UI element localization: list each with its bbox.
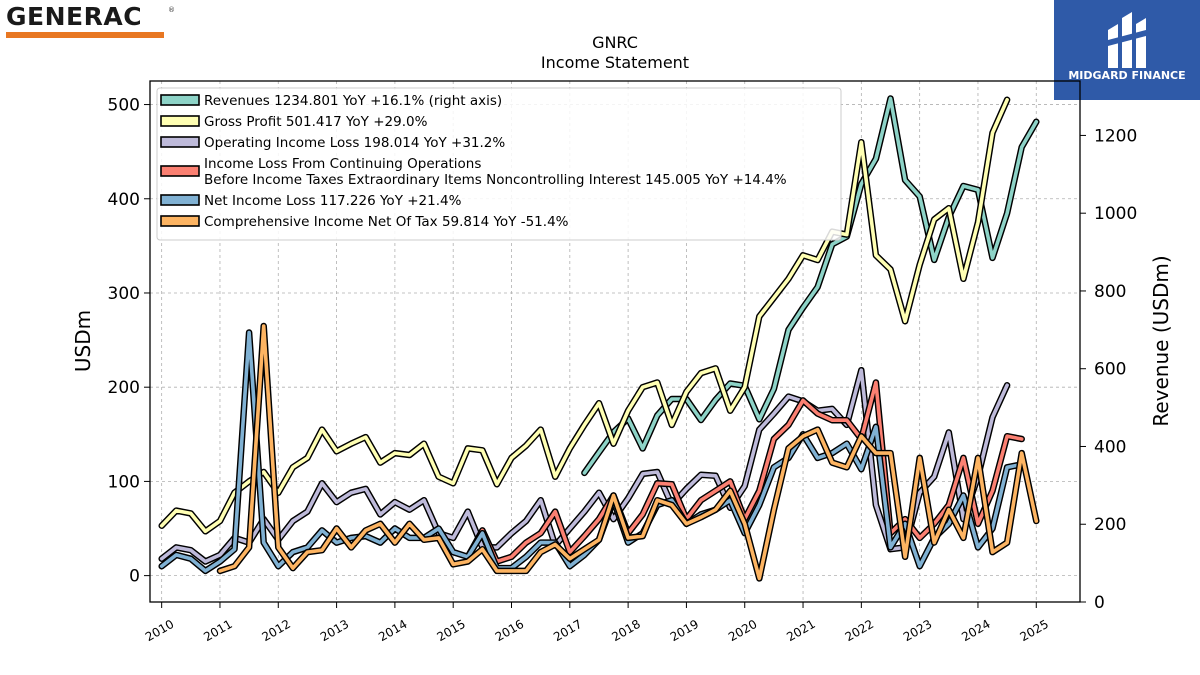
generac-logo: GENERAC ® xyxy=(6,2,175,42)
tick-label-x: 2012 xyxy=(260,617,293,644)
tick-label-x: 2018 xyxy=(609,617,642,644)
tick-label-x: 2024 xyxy=(959,617,992,644)
series-layer xyxy=(158,95,1040,582)
x-axis: 2010 2011 2012 2013 2014 2015 2016 2017 2018 2019… xyxy=(143,602,1051,644)
registered-mark: ® xyxy=(168,6,175,14)
y-axis-label: USDm xyxy=(71,310,95,372)
plot-frame xyxy=(149,80,1081,603)
legend-swatch-operating_income xyxy=(160,136,200,148)
legend-item-net_income: Net Income Loss 117.226 YoY +21.4% xyxy=(160,193,462,209)
tick-label-x: 2015 xyxy=(434,617,467,644)
tick-label-right: 0 xyxy=(1094,593,1105,613)
tick-label-x: 2014 xyxy=(376,617,409,644)
series-comprehensive_income xyxy=(216,322,1040,582)
tick-label-left: 100 xyxy=(108,472,140,492)
tick-label-x: 2025 xyxy=(1018,617,1051,644)
series-gross_profit xyxy=(158,96,1011,535)
tick-label-left: 400 xyxy=(108,190,140,210)
tick-label-x: 2013 xyxy=(318,617,351,644)
midgard-finance-logo: MIDGARD FINANCE xyxy=(1054,0,1200,100)
midgard-brand-name: MIDGARD FINANCE xyxy=(1068,69,1186,82)
tick-label-x: 2011 xyxy=(201,617,234,644)
legend-swatch-pretax_income xyxy=(160,165,200,177)
legend-label-revenues: Revenues 1234.801 YoY +16.1% (right axis… xyxy=(204,93,502,109)
right-axis: 0 200 400 600 800 1000 1200 xyxy=(1080,126,1137,613)
tick-label-left: 500 xyxy=(108,96,140,116)
series-revenues xyxy=(581,95,1040,477)
legend-label-pretax_income: Before Income Taxes Extraordinary Items … xyxy=(204,172,787,188)
chart-subtitle: Income Statement xyxy=(541,53,689,72)
tick-label-right: 800 xyxy=(1094,282,1126,302)
legend-swatch-revenues xyxy=(160,94,200,106)
tick-label-right: 600 xyxy=(1094,360,1126,380)
tick-label-x: 2021 xyxy=(784,617,817,644)
legend-swatch-net_income xyxy=(160,194,200,206)
legend-label-operating_income: Operating Income Loss 198.014 YoY +31.2% xyxy=(204,135,505,151)
chart-title: GNRC xyxy=(592,33,638,52)
tick-label-left: 0 xyxy=(129,567,140,587)
legend-item-comprehensive_income: Comprehensive Income Net Of Tax 59.814 Y… xyxy=(160,214,569,230)
series-line-gross_profit xyxy=(159,98,1009,534)
tick-label-x: 2010 xyxy=(143,617,176,644)
legend-item-operating_income: Operating Income Loss 198.014 YoY +31.2% xyxy=(160,135,505,151)
legend-swatch-gross_profit xyxy=(160,115,200,127)
legend: Revenues 1234.801 YoY +16.1% (right axis… xyxy=(156,87,842,241)
legend-item-pretax_income: Income Loss From Continuing OperationsBe… xyxy=(160,156,787,188)
series-line-comprehensive_income xyxy=(218,324,1039,581)
legend-item-gross_profit: Gross Profit 501.417 YoY +29.0% xyxy=(160,114,428,130)
tick-label-x: 2017 xyxy=(551,617,584,644)
tick-label-right: 400 xyxy=(1094,437,1126,457)
legend-label-net_income: Net Income Loss 117.226 YoY +21.4% xyxy=(204,193,462,209)
tick-label-x: 2020 xyxy=(726,617,759,644)
tick-label-right: 200 xyxy=(1094,515,1126,535)
tick-label-x: 2023 xyxy=(901,617,934,644)
tick-label-left: 200 xyxy=(108,378,140,398)
legend-label-gross_profit: Gross Profit 501.417 YoY +29.0% xyxy=(204,114,428,130)
tick-label-x: 2016 xyxy=(493,617,526,644)
tick-label-right: 1200 xyxy=(1094,126,1137,146)
legend-swatch-comprehensive_income xyxy=(160,215,200,227)
series-line-revenues xyxy=(582,96,1039,475)
y-axis-label-right: Revenue (USDm) xyxy=(1149,255,1173,426)
legend-item-revenues: Revenues 1234.801 YoY +16.1% (right axis… xyxy=(160,93,502,109)
tick-label-x: 2022 xyxy=(843,617,876,644)
legend-box xyxy=(156,87,842,241)
tick-label-right: 1000 xyxy=(1094,204,1137,224)
left-axis: 0 100 200 300 400 500 xyxy=(108,96,150,587)
midgard-logo-icon xyxy=(1108,12,1146,68)
legend-label-pretax_income: Income Loss From Continuing Operations xyxy=(204,156,481,172)
generac-orange-bar xyxy=(6,32,164,38)
tick-label-left: 300 xyxy=(108,284,140,304)
tick-label-x: 2019 xyxy=(668,617,701,644)
legend-label-comprehensive_income: Comprehensive Income Net Of Tax 59.814 Y… xyxy=(204,214,569,230)
generac-wordmark: GENERAC xyxy=(6,2,143,31)
